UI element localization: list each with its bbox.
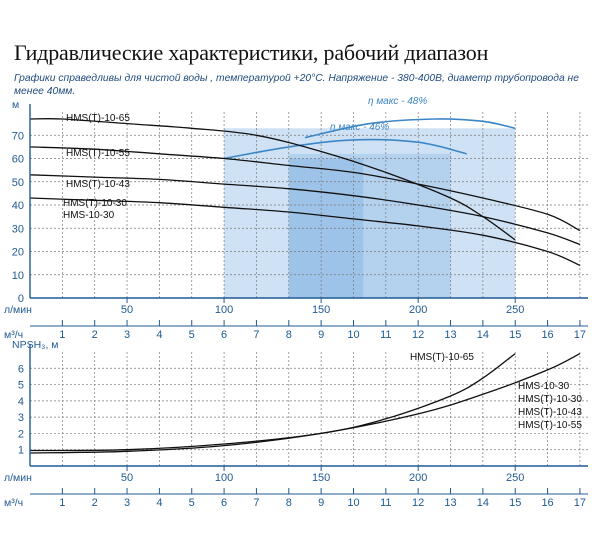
- chart1-x-lmin-label: 100: [215, 304, 233, 316]
- chart1-y-tick-label: 20: [12, 247, 24, 259]
- chart1-series-line: [29, 174, 581, 246]
- chart1-series-label: HMS(T)-10-30: [63, 198, 127, 209]
- chart2-series-label: HMS(T)-10-55: [518, 420, 582, 431]
- chart1-x-m3h-label: 12: [412, 329, 424, 341]
- chart2-y-tick-label: 6: [18, 363, 24, 375]
- chart1-y-tick-label: 50: [12, 177, 24, 189]
- chart2-x-m3h-label: 3: [124, 497, 130, 509]
- chart1-efficiency-label: η макс - 46%: [330, 122, 389, 133]
- chart1-x-lmin-label: 50: [121, 304, 133, 316]
- chart2-x-m3h-label: 7: [253, 497, 259, 509]
- chart2-y-tick-label: 5: [18, 380, 24, 392]
- chart2-series-line: [29, 353, 581, 454]
- chart1-x-m3h-label: 3: [124, 329, 130, 341]
- chart2-x-m3h-label: 16: [541, 497, 553, 509]
- chart2-x-lmin-label: 150: [312, 472, 330, 484]
- chart2-y-tick-label: 2: [18, 428, 24, 440]
- chart1-x-lmin-label: 150: [312, 304, 330, 316]
- chart2-y-tick-label: 4: [18, 396, 24, 408]
- chart1-y-tick-label: 60: [12, 154, 24, 166]
- chart2-x-m3h-label: 12: [412, 497, 424, 509]
- chart2-x-m3h-label: 10: [347, 497, 359, 509]
- chart1-x-m3h-label: 4: [156, 329, 162, 341]
- chart2-y-tick-label: 3: [18, 412, 24, 424]
- chart2-series-label: HMS-10-30: [518, 381, 570, 392]
- chart1-series-line: [29, 197, 581, 266]
- chart-title: Гидравлические характеристики, рабочий д…: [14, 40, 489, 65]
- chart2-y-tick-label: 1: [18, 445, 24, 457]
- chart-subtitle: Графики справедливы для чистой воды , те…: [14, 73, 579, 97]
- chart2-x-m3h-label: 6: [221, 497, 227, 509]
- chart2-x-secondary-label: м³/ч: [4, 497, 23, 509]
- chart1-series-line: [29, 117, 516, 241]
- chart1-x-m3h-label: 17: [574, 329, 586, 341]
- chart2-x-m3h-label: 17: [574, 497, 586, 509]
- chart2-x-m3h-label: 1: [59, 497, 65, 509]
- chart2-x-m3h-label: 5: [189, 497, 195, 509]
- chart1-x-m3h-label: 2: [92, 329, 98, 341]
- chart2-x-m3h-label: 14: [477, 497, 489, 509]
- chart1-x-m3h-label: 5: [189, 329, 195, 341]
- chart1-x-m3h-label: 9: [318, 329, 324, 341]
- chart2-x-m3h-label: 9: [318, 497, 324, 509]
- chart1-efficiency-curve: [304, 118, 516, 139]
- chart2-x-lmin-label: 250: [506, 472, 524, 484]
- chart2-x-m3h-label: 2: [92, 497, 98, 509]
- chart1-series-label: HMS-10-30: [63, 210, 115, 221]
- chart1-series-label: HMS(T)-10-55: [66, 148, 130, 159]
- chart2-y-axis-label: NPSH₃, м: [12, 339, 59, 351]
- chart2-series-label: HMS(T)-10-43: [518, 407, 582, 418]
- chart1-y-tick-label: 0: [18, 293, 24, 305]
- chart2-series-label: HMS(T)-10-65: [410, 352, 474, 363]
- chart1-x-secondary-label: м³/ч: [4, 329, 23, 341]
- chart1-y-tick-label: 70: [12, 130, 24, 142]
- chart1-y-tick-label: 10: [12, 270, 24, 282]
- chart1-x-m3h-label: 10: [347, 329, 359, 341]
- chart1-x-lmin-label: 200: [409, 304, 427, 316]
- chart1-series-label: HMS(T)-10-43: [66, 179, 130, 190]
- chart2-x-m3h-label: 13: [444, 497, 456, 509]
- chart1-x-m3h-label: 6: [221, 329, 227, 341]
- chart1-x-m3h-label: 8: [286, 329, 292, 341]
- chart2-x-m3h-label: 4: [156, 497, 162, 509]
- chart1-y-axis-label: м: [12, 99, 19, 111]
- chart2-series-label: HMS(T)-10-30: [518, 394, 582, 405]
- chart1-x-lmin-label: 250: [506, 304, 524, 316]
- chart1-series-line: [29, 146, 581, 232]
- chart2-x-lmin-label: 100: [215, 472, 233, 484]
- chart1-x-m3h-label: 11: [380, 329, 391, 341]
- chart1-x-m3h-label: 14: [477, 329, 489, 341]
- chart1-x-primary-label: л/мин: [4, 304, 32, 316]
- chart2-x-m3h-label: 11: [380, 497, 391, 509]
- chart1-x-m3h-label: 16: [541, 329, 553, 341]
- chart2-x-lmin-label: 50: [121, 472, 133, 484]
- chart1-x-m3h-label: 7: [253, 329, 259, 341]
- chart1-x-m3h-label: 1: [59, 329, 65, 341]
- chart1-y-tick-label: 30: [12, 223, 24, 235]
- chart1-x-m3h-label: 15: [509, 329, 521, 341]
- chart2-x-primary-label: л/мин: [4, 472, 32, 484]
- chart1-series-label: HMS(T)-10-65: [66, 113, 130, 124]
- chart2-x-lmin-label: 200: [409, 472, 427, 484]
- chart1-efficiency-label: η макс - 48%: [368, 96, 427, 107]
- chart2-x-m3h-label: 15: [509, 497, 521, 509]
- chart1-efficiency-curve: [223, 138, 467, 160]
- chart2-x-m3h-label: 8: [286, 497, 292, 509]
- chart1-y-tick-label: 40: [12, 200, 24, 212]
- chart1-x-m3h-label: 13: [444, 329, 456, 341]
